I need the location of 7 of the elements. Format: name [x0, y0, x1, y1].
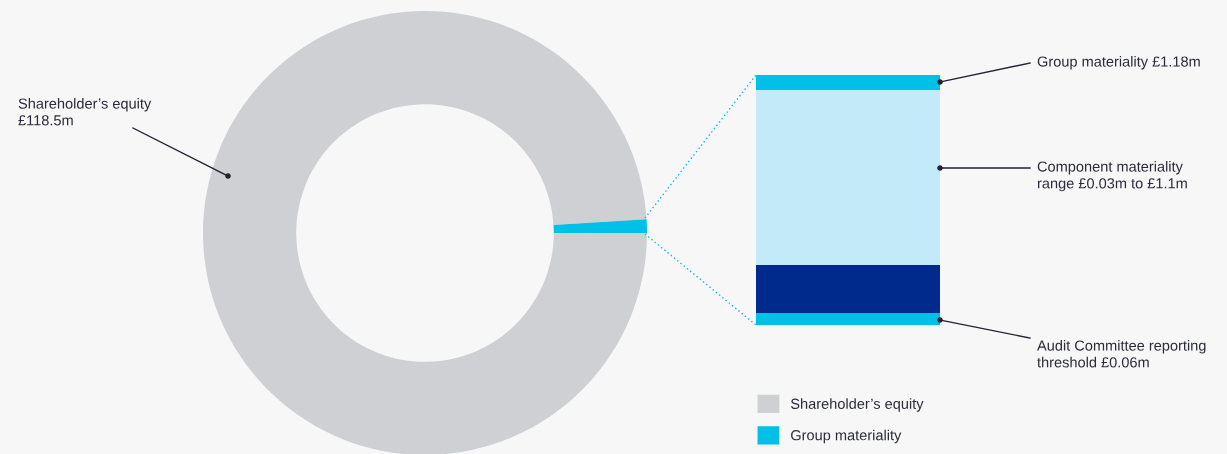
- legend-label: Group materiality: [791, 429, 902, 444]
- donut-slice: [203, 11, 647, 454]
- text: Component materiality range £0.03m to £1.1m: [1037, 161, 1187, 192]
- text: Audit Committee reporting threshold £0.06m: [1037, 340, 1206, 368]
- legend-label: Shareholder’s equity: [790, 398, 924, 412]
- text: Shareholder’s equity £118.5m: [18, 98, 152, 126]
- text: Group materiality £1.18m: [1037, 56, 1200, 70]
